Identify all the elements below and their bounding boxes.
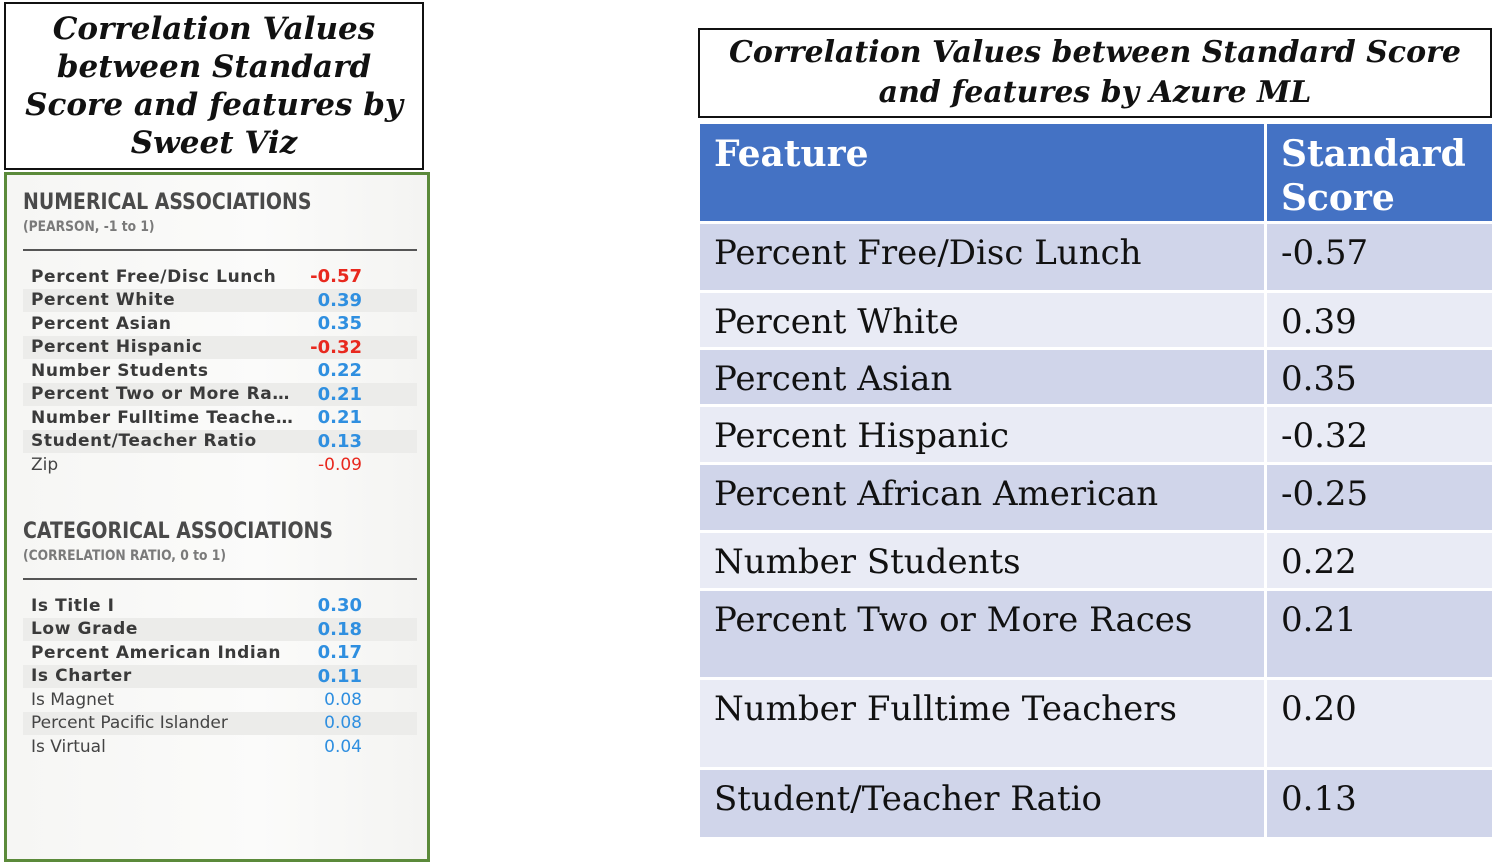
- azure-title: Correlation Values between Standard Scor…: [698, 28, 1492, 118]
- association-value: 0.30: [317, 595, 362, 617]
- association-value: -0.09: [318, 454, 362, 475]
- table-row: Student/Teacher Ratio 0.13: [700, 770, 1492, 840]
- sweetviz-panel: NUMERICAL ASSOCIATIONS (PEARSON, -1 to 1…: [4, 172, 430, 862]
- association-feature-name: Number Students: [31, 360, 209, 381]
- association-row: Percent American Indian 0.17: [23, 641, 417, 665]
- association-feature-name: Is Charter: [31, 666, 132, 687]
- table-row: Percent Free/Disc Lunch -0.57: [700, 224, 1492, 293]
- azure-correlation-table: Feature Standard Score Percent Free/Disc…: [700, 124, 1492, 840]
- association-value: 0.18: [317, 618, 362, 640]
- association-row: Is Charter 0.11: [23, 664, 417, 688]
- feature-cell: Percent Asian: [700, 350, 1267, 407]
- table-row: Number Fulltime Teachers 0.20: [700, 680, 1492, 770]
- association-row: Zip -0.09: [23, 453, 417, 477]
- association-row: Percent White 0.39: [23, 288, 417, 312]
- association-feature-name: Is Magnet: [31, 689, 115, 710]
- table-row: Percent Asian 0.35: [700, 350, 1492, 407]
- association-value: 0.21: [317, 407, 362, 429]
- association-feature-name: Percent White: [31, 290, 176, 311]
- standard-score-cell: 0.22: [1267, 533, 1492, 591]
- standard-score-cell: -0.57: [1267, 224, 1492, 293]
- standard-score-cell: -0.25: [1267, 465, 1492, 533]
- table-row: Percent White 0.39: [700, 293, 1492, 350]
- sweetviz-title: Correlation Values between Standard Scor…: [4, 2, 424, 170]
- standard-score-cell: -0.32: [1267, 407, 1492, 465]
- feature-cell: Percent Hispanic: [700, 407, 1267, 465]
- association-feature-name: Percent Two or More Ra…: [31, 384, 290, 405]
- association-row: Is Title I 0.30: [23, 594, 417, 618]
- feature-cell: Number Students: [700, 533, 1267, 591]
- standard-score-cell: 0.21: [1267, 591, 1492, 680]
- feature-cell: Percent Free/Disc Lunch: [700, 224, 1267, 293]
- association-row: Is Virtual 0.04: [23, 735, 417, 759]
- association-value: -0.57: [310, 266, 362, 288]
- association-row: Number Fulltime Teache… 0.21: [23, 406, 417, 430]
- categorical-associations-subheading: (CORRELATION RATIO, 0 to 1): [23, 548, 226, 564]
- table-header-row: Feature Standard Score: [700, 124, 1492, 224]
- association-row: Percent Asian 0.35: [23, 312, 417, 336]
- table-row: Percent Two or More Races 0.21: [700, 591, 1492, 680]
- standard-score-cell: 0.20: [1267, 680, 1492, 770]
- association-value: 0.39: [317, 289, 362, 311]
- numerical-divider: [23, 249, 417, 251]
- association-row: Percent Two or More Ra… 0.21: [23, 382, 417, 406]
- standard-score-cell: 0.39: [1267, 293, 1492, 350]
- numerical-associations-subheading: (PEARSON, -1 to 1): [23, 219, 155, 235]
- standard-score-header-line2: Score: [1281, 177, 1395, 219]
- association-row: Student/Teacher Ratio 0.13: [23, 429, 417, 453]
- association-row: Is Magnet 0.08: [23, 688, 417, 712]
- association-value: 0.04: [324, 736, 362, 757]
- association-feature-name: Zip: [31, 454, 59, 475]
- association-value: 0.13: [317, 430, 362, 452]
- association-feature-name: Percent American Indian: [31, 642, 282, 663]
- categorical-associations-heading: CATEGORICAL ASSOCIATIONS: [23, 519, 334, 544]
- standard-score-cell: 0.13: [1267, 770, 1492, 840]
- feature-cell: Percent White: [700, 293, 1267, 350]
- categorical-association-list: Is Title I 0.30 Low Grade 0.18 Percent Ameri…: [23, 594, 417, 759]
- association-value: 0.11: [317, 665, 362, 687]
- table-row: Number Students 0.22: [700, 533, 1492, 591]
- association-value: 0.17: [317, 642, 362, 664]
- categorical-associations-section: CATEGORICAL ASSOCIATIONS (CORRELATION RA…: [23, 518, 417, 759]
- association-value: 0.21: [317, 383, 362, 405]
- association-feature-name: Number Fulltime Teache…: [31, 407, 293, 428]
- standard-score-cell: 0.35: [1267, 350, 1492, 407]
- association-feature-name: Percent Free/Disc Lunch: [31, 266, 277, 287]
- association-value: 0.22: [317, 360, 362, 382]
- association-row: Percent Hispanic -0.32: [23, 335, 417, 359]
- association-value: 0.08: [324, 713, 362, 734]
- table-row: Percent Hispanic -0.32: [700, 407, 1492, 465]
- feature-cell: Percent Two or More Races: [700, 591, 1267, 680]
- association-row: Percent Pacific Islander 0.08: [23, 711, 417, 735]
- sweetviz-title-text: Correlation Values between Standard Scor…: [25, 11, 403, 161]
- association-feature-name: Percent Hispanic: [31, 337, 203, 358]
- numerical-association-list: Percent Free/Disc Lunch -0.57 Percent Whit…: [23, 265, 417, 477]
- feature-cell: Percent African American: [700, 465, 1267, 533]
- association-feature-name: Low Grade: [31, 619, 139, 640]
- feature-cell: Number Fulltime Teachers: [700, 680, 1267, 770]
- azure-title-line1: Correlation Values between Standard Scor…: [729, 35, 1461, 70]
- azure-table-body: Percent Free/Disc Lunch -0.57 Percent Whit…: [700, 224, 1492, 840]
- association-feature-name: Is Title I: [31, 595, 115, 616]
- association-value: -0.32: [310, 336, 362, 358]
- association-feature-name: Is Virtual: [31, 736, 106, 757]
- numerical-associations-heading: NUMERICAL ASSOCIATIONS: [23, 190, 312, 215]
- association-feature-name: Percent Asian: [31, 313, 172, 334]
- association-row: Number Students 0.22: [23, 359, 417, 383]
- feature-column-header: Feature: [700, 124, 1267, 224]
- azure-title-line2: and features by Azure ML: [878, 75, 1312, 110]
- association-row: Percent Free/Disc Lunch -0.57: [23, 265, 417, 289]
- association-value: 0.08: [324, 689, 362, 710]
- standard-score-header-line1: Standard: [1281, 133, 1466, 175]
- categorical-divider: [23, 578, 417, 580]
- feature-cell: Student/Teacher Ratio: [700, 770, 1267, 840]
- table-row: Percent African American -0.25: [700, 465, 1492, 533]
- association-feature-name: Percent Pacific Islander: [31, 713, 228, 734]
- association-row: Low Grade 0.18: [23, 617, 417, 641]
- association-value: 0.35: [317, 313, 362, 335]
- numerical-associations-section: NUMERICAL ASSOCIATIONS (PEARSON, -1 to 1…: [23, 189, 417, 477]
- association-feature-name: Student/Teacher Ratio: [31, 431, 257, 452]
- standard-score-column-header: Standard Score: [1267, 124, 1492, 224]
